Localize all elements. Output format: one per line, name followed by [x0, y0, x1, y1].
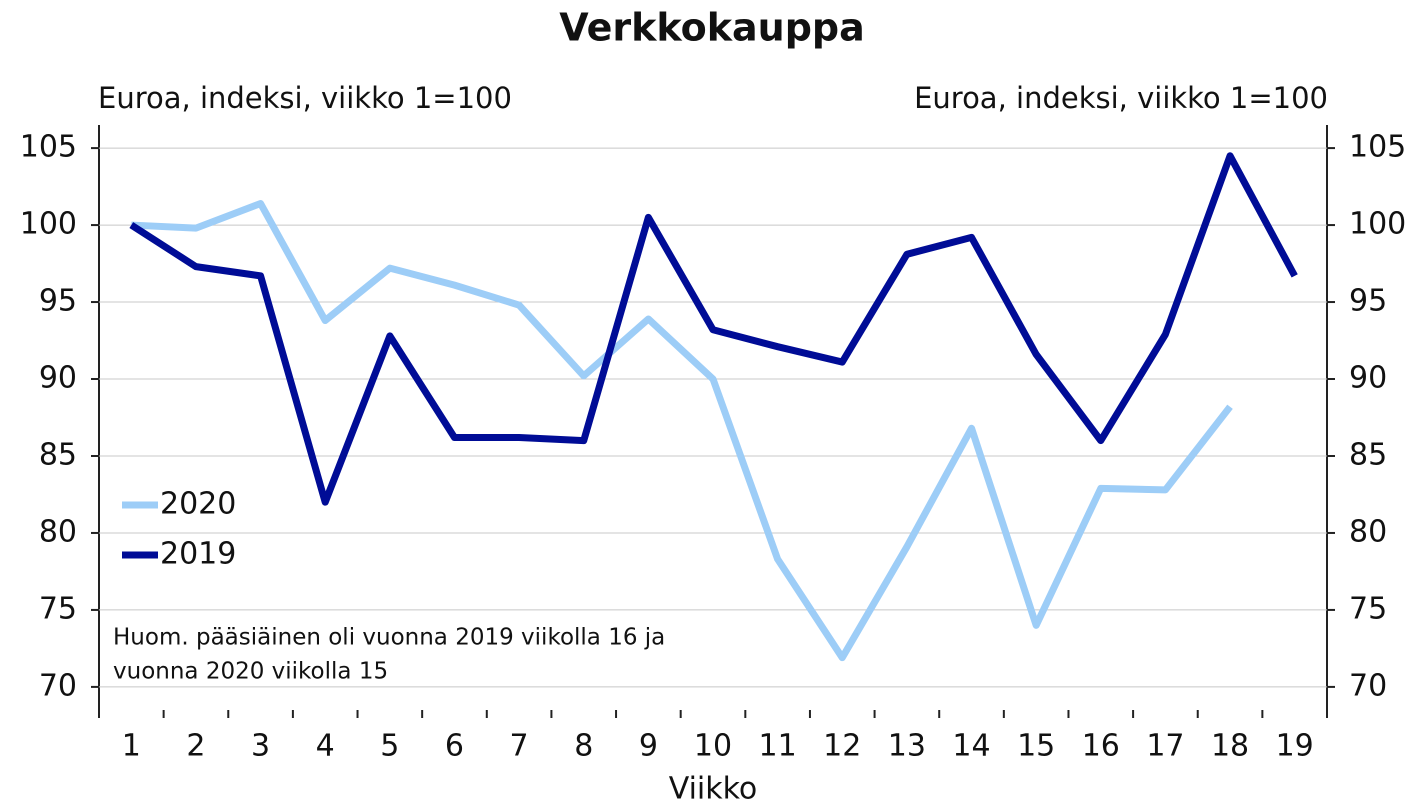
- x-tick-label: 11: [759, 729, 797, 764]
- x-tick-label: 17: [1146, 729, 1184, 764]
- legend-label: 2019: [160, 537, 236, 572]
- y-tick-label: 85: [39, 437, 77, 472]
- x-tick-label: 1: [122, 729, 141, 764]
- x-tick-label: 16: [1082, 729, 1120, 764]
- y2-tick-label: 105: [1349, 130, 1406, 165]
- x-tick-label: 14: [952, 729, 990, 764]
- y-tick-label: 75: [39, 591, 77, 626]
- x-tick-label: 10: [694, 729, 732, 764]
- y2-tick-label: 100: [1349, 207, 1406, 242]
- x-tick-label: 4: [316, 729, 335, 764]
- y-tick-label: 105: [20, 130, 77, 165]
- legend-label: 2020: [160, 487, 236, 522]
- y-axis-label: Euroa, indeksi, viikko 1=100: [98, 81, 512, 115]
- y-tick-label: 95: [39, 284, 77, 319]
- x-tick-label: 3: [251, 729, 270, 764]
- y-tick-label: 80: [39, 514, 77, 549]
- x-tick-label: 6: [445, 729, 464, 764]
- x-tick-label: 19: [1276, 729, 1314, 764]
- x-tick-label: 15: [1017, 729, 1055, 764]
- x-tick-label: 5: [380, 729, 399, 764]
- y2-tick-label: 75: [1349, 591, 1387, 626]
- x-tick-label: 7: [510, 729, 529, 764]
- line-series: [131, 200, 1233, 662]
- x-tick-label: 8: [574, 729, 593, 764]
- annotation: Huom. pääsiäinen oli vuonna 2019 viikoll…: [113, 625, 665, 651]
- y2-tick-label: 80: [1349, 514, 1387, 549]
- line-series: [129, 152, 1298, 506]
- annotation: vuonna 2020 viikolla 15: [113, 659, 388, 685]
- y2-tick-label: 85: [1349, 437, 1387, 472]
- x-tick-label: 9: [639, 729, 658, 764]
- y2-tick-label: 90: [1349, 361, 1387, 396]
- x-tick-label: 18: [1211, 729, 1249, 764]
- chart-title: Verkkokauppa: [559, 6, 864, 50]
- y-tick-label: 90: [39, 361, 77, 396]
- y-tick-label: 100: [20, 207, 77, 242]
- x-tick-label: 2: [186, 729, 205, 764]
- y2-axis-label: Euroa, indeksi, viikko 1=100: [914, 81, 1328, 115]
- y2-tick-label: 95: [1349, 284, 1387, 319]
- x-axis-label: Viikko: [669, 772, 758, 807]
- y-tick-label: 70: [39, 668, 77, 703]
- x-tick-label: 13: [888, 729, 926, 764]
- y2-tick-label: 70: [1349, 668, 1387, 703]
- x-tick-label: 12: [823, 729, 861, 764]
